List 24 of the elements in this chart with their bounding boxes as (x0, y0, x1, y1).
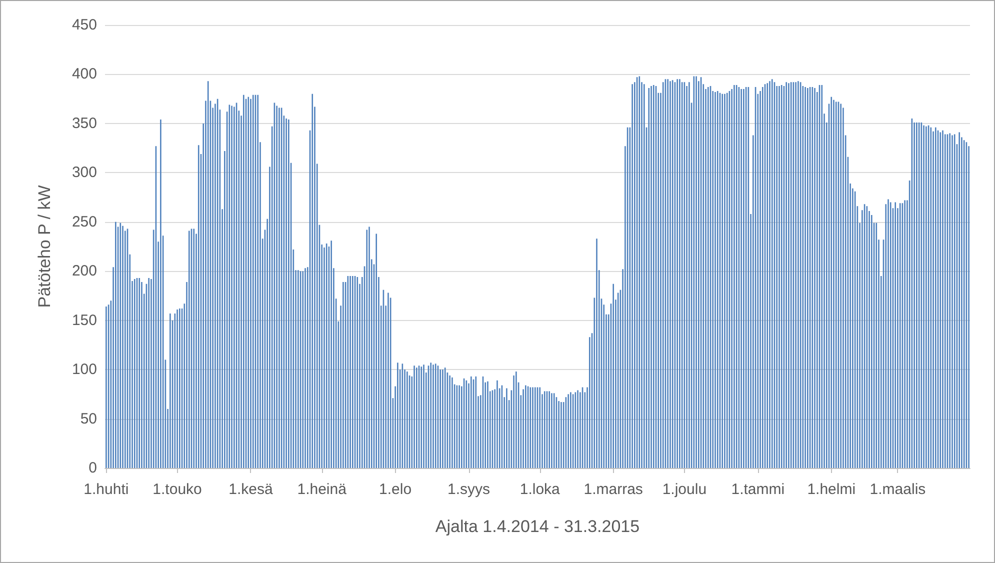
x-tick-label: 1.heinä (297, 481, 348, 498)
x-tick-label: 1.loka (520, 481, 561, 498)
x-tick-label: 1.joulu (662, 481, 707, 498)
y-tick-label: 150 (72, 312, 97, 329)
x-tick-label: 1.touko (152, 481, 202, 498)
x-axis-title: Ajalta 1.4.2014 - 31.3.2015 (435, 517, 640, 536)
y-tick-label: 450 (72, 16, 97, 34)
y-tick-label: 250 (72, 213, 97, 230)
x-tick-label: 1.maalis (870, 481, 926, 498)
x-tick-label: 1.elo (379, 481, 412, 498)
y-tick-label: 350 (72, 114, 97, 132)
y-axis-title: Pätöteho P / kW (35, 185, 54, 308)
x-tick-label: 1.helmi (807, 481, 856, 498)
y-tick-label: 0 (88, 460, 97, 476)
y-tick-label: 200 (72, 262, 97, 280)
x-tick-label: 1.kesä (228, 481, 274, 498)
y-tick-label: 100 (72, 361, 97, 378)
x-tick-label: 1.marras (584, 481, 643, 498)
y-tick-label: 300 (72, 164, 97, 182)
x-tick-label: 1.tammi (731, 481, 785, 498)
y-tick-label: 50 (80, 410, 97, 428)
x-tick-label: 1.syys (448, 481, 490, 498)
x-tick-label: 1.huhti (84, 481, 129, 498)
y-tick-label: 400 (72, 66, 97, 83)
